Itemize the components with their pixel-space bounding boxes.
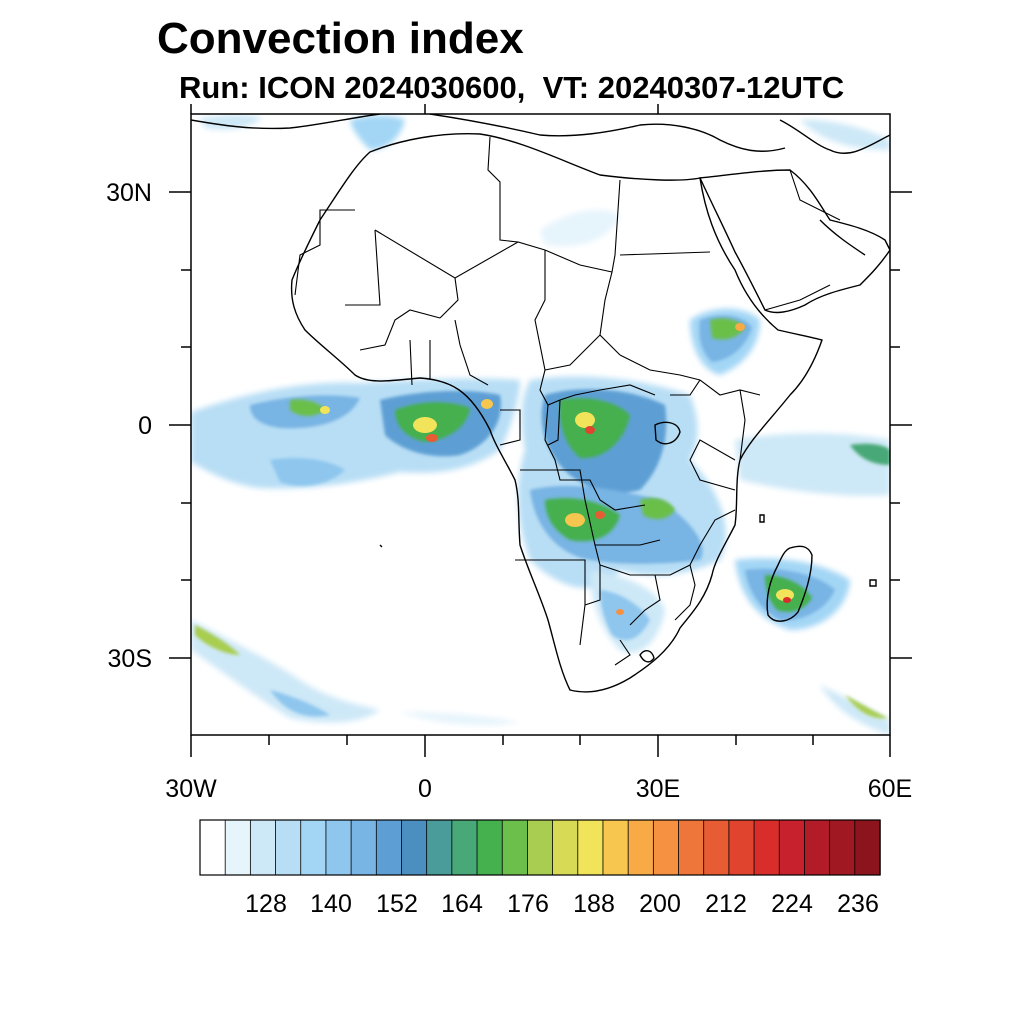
- colorbar-swatch: [501, 819, 529, 876]
- colorbar-swatch: [350, 819, 377, 876]
- colorbar-swatch: [854, 819, 881, 876]
- colorbar-swatch: [199, 819, 226, 876]
- colorbar-swatch: [375, 819, 403, 876]
- colorbar: [199, 819, 881, 876]
- colorbar-swatch: [527, 819, 554, 876]
- colorbar-swatch: [778, 819, 806, 876]
- convection-field: [191, 115, 890, 735]
- field-hot: [320, 323, 794, 615]
- chart-subtitle: Run: ICON 2024030600, VT: 20240307-12UTC: [179, 70, 844, 106]
- colorbar-swatch: [451, 819, 478, 876]
- y-tick-label-0: 0: [138, 412, 152, 440]
- subtitle-run-label: Run:: [179, 70, 250, 105]
- colorbar-swatch: [703, 819, 730, 876]
- colorbar-label: 176: [507, 890, 549, 918]
- x-tick-label-30e: 30E: [636, 775, 680, 803]
- colorbar-swatch: [552, 819, 579, 876]
- colorbar-swatch: [728, 819, 755, 876]
- field-strong: [290, 318, 812, 612]
- subtitle-model: ICON: [258, 70, 336, 105]
- colorbar-swatch: [426, 819, 453, 876]
- y-tick-label-30s: 30S: [108, 645, 152, 673]
- chart-title: Convection index: [157, 14, 524, 63]
- colorbar-swatch: [577, 819, 604, 876]
- colorbar-swatch: [753, 819, 780, 876]
- colorbar-swatch: [476, 819, 503, 876]
- subtitle-run-time: 2024030600,: [344, 70, 526, 105]
- colorbar-label: 188: [573, 890, 615, 918]
- colorbar-label: 224: [771, 890, 813, 918]
- colorbar-swatch: [224, 819, 252, 876]
- subtitle-valid-time: 20240307-12UTC: [597, 70, 845, 105]
- colorbar-frame: [199, 819, 881, 876]
- colorbar-swatch: [804, 819, 831, 876]
- colorbar-swatch: [249, 819, 277, 876]
- coastlines: [191, 114, 890, 693]
- field-medium: [195, 315, 890, 719]
- colorbar-labels: 128 140 152 164 176 188 200 212 224 236: [245, 890, 879, 918]
- x-tick-label-30w: 30W: [165, 775, 217, 803]
- country-borders: [294, 136, 841, 666]
- colorbar-label: 164: [441, 890, 483, 918]
- colorbar-label: 128: [245, 890, 287, 918]
- colorbar-label: 200: [639, 890, 681, 918]
- x-tick-label-0: 0: [418, 775, 432, 803]
- colorbar-label: 212: [705, 890, 747, 918]
- x-tick-label-60e: 60E: [868, 775, 912, 803]
- colorbar-swatch: [401, 819, 428, 876]
- colorbar-label: 236: [837, 890, 879, 918]
- subtitle-vt-label: VT:: [542, 70, 590, 105]
- colorbar-label: 152: [376, 890, 418, 918]
- colorbar-swatch: [829, 819, 856, 876]
- colorbar-swatch: [300, 819, 327, 876]
- colorbar-label: 140: [310, 890, 352, 918]
- colorbar-swatch: [652, 819, 680, 876]
- colorbar-swatch: [325, 819, 352, 876]
- y-tick-label-30n: 30N: [106, 179, 152, 207]
- colorbar-swatch: [678, 819, 705, 876]
- colorbar-swatch: [275, 819, 302, 876]
- axis-ticks: [169, 104, 912, 757]
- colorbar-swatch: [627, 819, 655, 876]
- colorbar-swatch: [602, 819, 629, 876]
